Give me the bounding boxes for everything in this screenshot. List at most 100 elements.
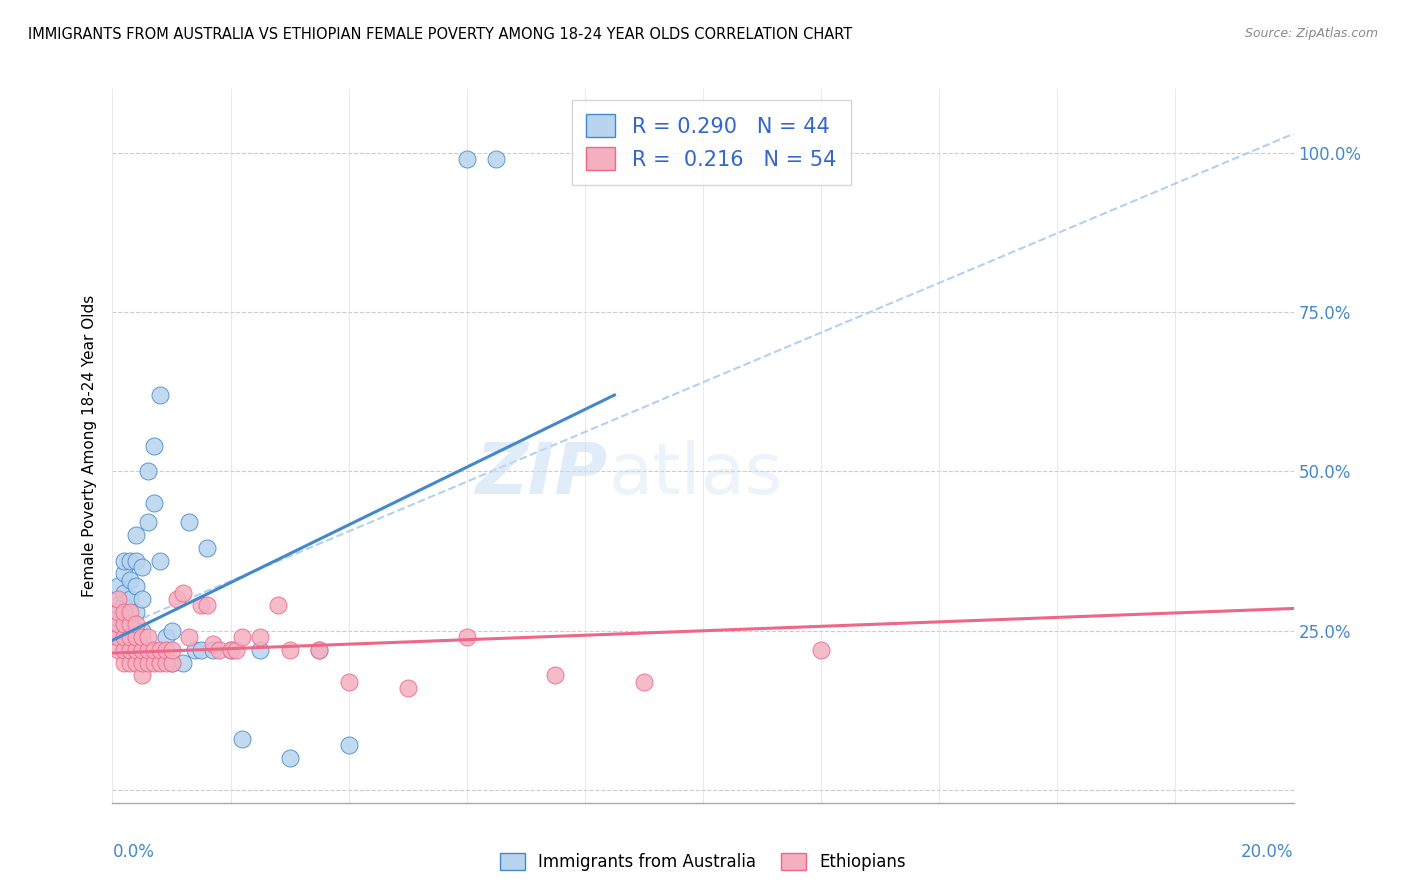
Point — [125, 528, 148, 542]
Point — [107, 617, 129, 632]
Point — [160, 656, 183, 670]
Point — [160, 643, 183, 657]
Point — [190, 599, 212, 613]
Point — [179, 630, 201, 644]
Point — [112, 554, 135, 568]
Point — [112, 630, 135, 644]
Point — [136, 516, 159, 530]
Point — [120, 617, 142, 632]
Point — [125, 630, 148, 644]
Point — [810, 643, 832, 657]
Point — [160, 656, 183, 670]
Point — [195, 541, 218, 555]
Point — [131, 643, 153, 657]
Point — [107, 643, 129, 657]
Point — [249, 630, 271, 644]
Point — [125, 579, 148, 593]
Point — [112, 566, 135, 581]
Point — [267, 599, 290, 613]
Point — [112, 585, 135, 599]
Text: IMMIGRANTS FROM AUSTRALIA VS ETHIOPIAN FEMALE POVERTY AMONG 18-24 YEAR OLDS CORR: IMMIGRANTS FROM AUSTRALIA VS ETHIOPIAN F… — [28, 27, 852, 42]
Legend: R = 0.290   N = 44, R =  0.216   N = 54: R = 0.290 N = 44, R = 0.216 N = 54 — [572, 100, 851, 185]
Point — [107, 605, 129, 619]
Point — [179, 516, 201, 530]
Point — [120, 630, 142, 644]
Point — [155, 643, 177, 657]
Point — [633, 674, 655, 689]
Point — [131, 630, 153, 644]
Point — [195, 599, 218, 613]
Point — [125, 554, 148, 568]
Point — [172, 585, 194, 599]
Point — [142, 656, 165, 670]
Point — [142, 496, 165, 510]
Point — [456, 630, 478, 644]
Point — [120, 611, 142, 625]
Point — [120, 643, 142, 657]
Point — [249, 643, 271, 657]
Point — [337, 674, 360, 689]
Point — [155, 643, 177, 657]
Point — [120, 656, 142, 670]
Text: atlas: atlas — [609, 440, 783, 509]
Point — [396, 681, 419, 695]
Point — [308, 643, 330, 657]
Point — [136, 630, 159, 644]
Point — [160, 624, 183, 638]
Point — [190, 643, 212, 657]
Point — [107, 624, 129, 638]
Point — [120, 591, 142, 606]
Point — [112, 605, 135, 619]
Point — [131, 668, 153, 682]
Point — [136, 643, 159, 657]
Point — [142, 643, 165, 657]
Point — [149, 388, 172, 402]
Y-axis label: Female Poverty Among 18-24 Year Olds: Female Poverty Among 18-24 Year Olds — [82, 295, 97, 597]
Point — [136, 656, 159, 670]
Point — [166, 591, 188, 606]
Point — [125, 656, 148, 670]
Point — [120, 554, 142, 568]
Point — [136, 465, 159, 479]
Point — [155, 656, 177, 670]
Point — [112, 617, 135, 632]
Point — [131, 656, 153, 670]
Point — [142, 439, 165, 453]
Point — [544, 668, 567, 682]
Point — [125, 605, 148, 619]
Point — [231, 630, 253, 644]
Point — [112, 617, 135, 632]
Point — [201, 643, 224, 657]
Point — [112, 599, 135, 613]
Point — [201, 636, 224, 650]
Point — [107, 579, 129, 593]
Point — [208, 643, 231, 657]
Point — [337, 739, 360, 753]
Text: 20.0%: 20.0% — [1241, 843, 1294, 861]
Point — [485, 153, 508, 167]
Text: ZIP: ZIP — [477, 440, 609, 509]
Point — [225, 643, 247, 657]
Text: 0.0%: 0.0% — [112, 843, 155, 861]
Point — [125, 617, 148, 632]
Point — [172, 656, 194, 670]
Point — [149, 656, 172, 670]
Point — [149, 554, 172, 568]
Point — [107, 599, 129, 613]
Point — [278, 643, 301, 657]
Point — [308, 643, 330, 657]
Point — [219, 643, 242, 657]
Point — [149, 643, 172, 657]
Text: Source: ZipAtlas.com: Source: ZipAtlas.com — [1244, 27, 1378, 40]
Legend: Immigrants from Australia, Ethiopians: Immigrants from Australia, Ethiopians — [492, 845, 914, 880]
Point — [107, 591, 129, 606]
Point — [131, 591, 153, 606]
Point — [131, 624, 153, 638]
Point — [231, 732, 253, 747]
Point — [125, 643, 148, 657]
Point — [219, 643, 242, 657]
Point — [107, 611, 129, 625]
Point — [278, 751, 301, 765]
Point — [456, 153, 478, 167]
Point — [184, 643, 207, 657]
